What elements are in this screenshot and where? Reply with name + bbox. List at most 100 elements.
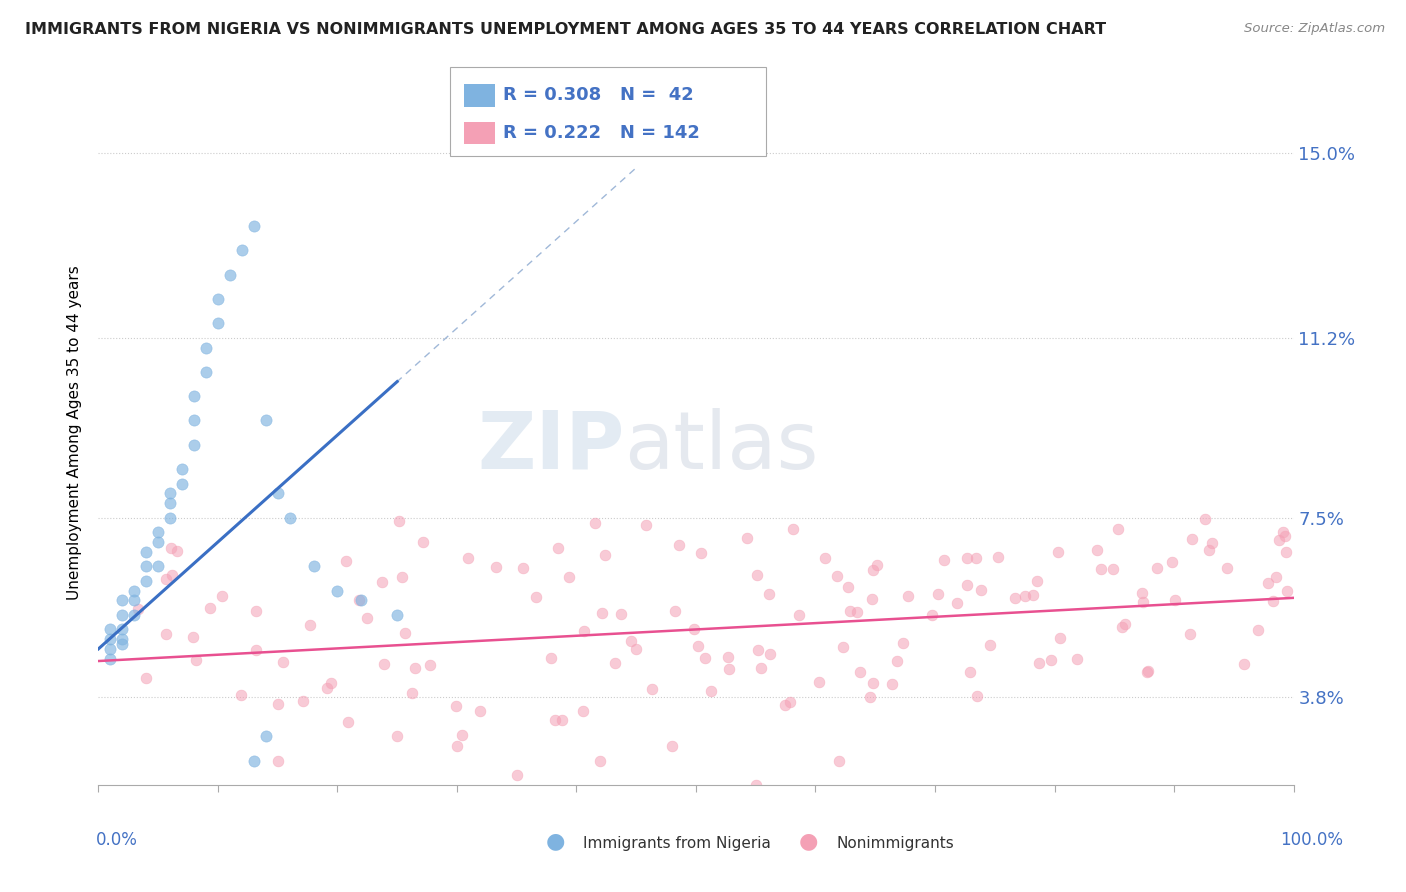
Point: [668, 538, 690, 552]
Point: [1275, 583, 1298, 598]
Point: [846, 605, 869, 619]
Point: [683, 622, 706, 636]
Point: [837, 580, 859, 594]
Point: [401, 686, 423, 700]
Point: [1268, 533, 1291, 548]
Point: [664, 604, 686, 618]
Point: [316, 681, 339, 696]
Text: ●: ●: [546, 831, 565, 851]
Point: [839, 604, 862, 618]
Point: [547, 541, 569, 555]
Y-axis label: Unemployment Among Ages 35 to 44 years: Unemployment Among Ages 35 to 44 years: [67, 265, 83, 600]
Point: [749, 661, 772, 675]
Point: [356, 610, 378, 624]
Point: [267, 486, 290, 500]
Point: [512, 560, 534, 574]
Point: [1274, 545, 1296, 559]
Point: [183, 413, 205, 427]
Point: [335, 554, 357, 568]
Point: [524, 590, 547, 604]
Point: [758, 586, 780, 600]
Point: [787, 608, 810, 623]
Point: [808, 674, 831, 689]
Point: [326, 583, 349, 598]
Point: [814, 550, 837, 565]
Point: [1233, 657, 1256, 671]
Point: [1163, 592, 1185, 607]
Point: [111, 623, 134, 637]
Point: [849, 665, 872, 680]
Point: [1004, 591, 1026, 605]
Point: [184, 653, 207, 667]
Point: [148, 525, 170, 540]
Point: [419, 658, 441, 673]
Point: [135, 559, 157, 574]
Point: [243, 219, 266, 233]
Point: [385, 607, 409, 622]
Point: [640, 681, 662, 696]
Point: [278, 510, 301, 524]
Point: [966, 689, 988, 703]
Point: [404, 661, 426, 675]
Point: [773, 698, 796, 712]
Point: [882, 677, 904, 691]
Point: [1132, 595, 1154, 609]
Point: [1014, 590, 1036, 604]
Point: [159, 510, 181, 524]
Point: [965, 551, 987, 566]
Text: 0.0%: 0.0%: [96, 831, 138, 849]
Point: [444, 698, 467, 713]
Point: [267, 754, 290, 768]
Point: [866, 558, 889, 573]
Point: [183, 630, 205, 644]
Point: [1263, 594, 1285, 608]
Point: [969, 582, 991, 597]
Point: [111, 632, 134, 647]
Point: [624, 642, 647, 657]
Point: [1181, 532, 1204, 546]
Text: atlas: atlas: [624, 408, 818, 486]
Point: [98, 651, 122, 665]
Point: [98, 623, 122, 637]
Point: [540, 651, 562, 665]
Point: [897, 589, 920, 603]
Point: [1247, 624, 1270, 638]
Point: [267, 697, 290, 711]
Point: [124, 583, 146, 598]
Point: [229, 689, 252, 703]
Point: [620, 634, 643, 648]
Point: [271, 656, 294, 670]
Point: [155, 627, 177, 641]
Point: [159, 486, 181, 500]
Point: [1066, 652, 1088, 666]
Point: [219, 268, 242, 282]
Point: [172, 476, 194, 491]
Point: [111, 637, 134, 651]
Point: [699, 683, 721, 698]
Point: [254, 730, 277, 744]
Point: [1040, 653, 1063, 667]
Point: [135, 544, 157, 558]
Point: [1049, 631, 1071, 645]
Text: ●: ●: [799, 831, 818, 851]
Point: [945, 596, 967, 610]
Point: [1025, 574, 1047, 589]
Point: [551, 713, 574, 727]
Point: [183, 389, 205, 403]
Text: R = 0.308   N =  42: R = 0.308 N = 42: [503, 87, 695, 104]
Point: [506, 768, 529, 782]
Point: [955, 577, 977, 591]
Point: [959, 665, 981, 680]
Point: [886, 654, 908, 668]
Point: [254, 413, 277, 427]
Point: [160, 567, 183, 582]
Point: [388, 514, 411, 528]
Point: [292, 694, 315, 708]
Point: [302, 559, 325, 574]
Point: [591, 606, 613, 620]
Text: ZIP: ZIP: [477, 408, 624, 486]
Point: [583, 516, 606, 530]
Point: [717, 662, 740, 676]
Text: 100.0%: 100.0%: [1279, 831, 1343, 849]
Point: [745, 778, 768, 792]
